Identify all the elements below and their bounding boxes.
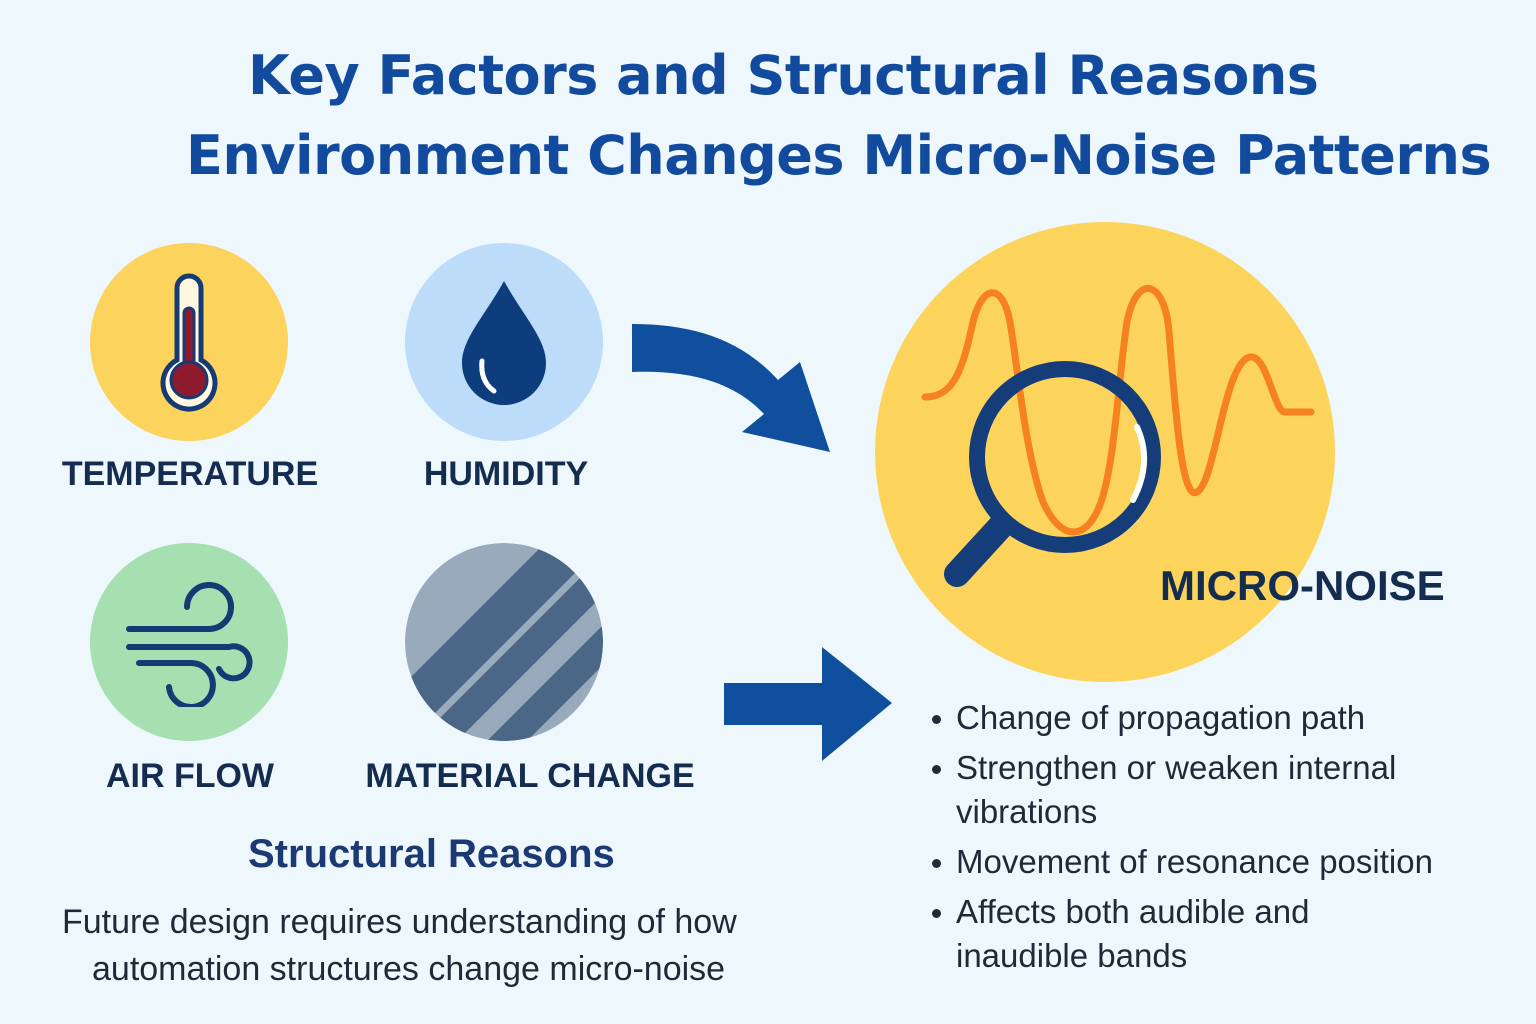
effect-text: Strengthen or weaken internal vibrations <box>956 749 1397 830</box>
list-item: Strengthen or weaken internal vibrations <box>930 746 1516 834</box>
airflow-circle <box>90 543 288 741</box>
material-circle <box>405 543 603 741</box>
thermometer-icon <box>160 273 218 412</box>
effects-list: Change of propagation path Strengthen or… <box>930 696 1516 984</box>
humidity-label: HUMIDITY <box>423 455 589 493</box>
temperature-label: TEMPERATURE <box>61 455 319 493</box>
humidity-circle <box>405 243 603 441</box>
material-change-label: MATERIAL CHANGE <box>365 757 695 795</box>
bullet-dot <box>932 715 941 724</box>
effect-text: Change of propagation path <box>956 699 1366 736</box>
material-stripes-icon <box>405 543 603 741</box>
structural-description-line-1: Future design requires understanding of … <box>62 903 737 941</box>
bullet-dot <box>932 909 941 918</box>
water-drop-icon <box>462 281 546 405</box>
list-item: Change of propagation path <box>930 696 1516 740</box>
micro-noise-circle <box>875 222 1335 682</box>
list-item: Affects both audible and inaudible bands <box>930 890 1516 978</box>
structural-reasons-heading: Structural Reasons <box>248 832 615 876</box>
curved-arrow-icon <box>632 324 830 452</box>
effect-text: Movement of resonance position <box>956 843 1433 880</box>
micro-noise-label: MICRO-NOISE <box>1160 562 1445 609</box>
bullet-dot <box>932 765 941 774</box>
magnifier-waveform-icon <box>921 285 1315 587</box>
wind-icon <box>126 582 253 707</box>
temperature-circle <box>90 243 288 441</box>
title-line-1: Key Factors and Structural Reasons <box>248 44 1319 107</box>
straight-arrow-icon <box>724 647 892 761</box>
bullet-dot <box>932 859 941 868</box>
structural-description-line-2: automation structures change micro-noise <box>92 950 726 988</box>
title-line-2: Environment Changes Micro-Noise Patterns <box>186 124 1492 187</box>
airflow-label: AIR FLOW <box>105 757 275 795</box>
effect-text: Affects both audible and inaudible bands <box>956 893 1310 974</box>
list-item: Movement of resonance position <box>930 840 1516 884</box>
